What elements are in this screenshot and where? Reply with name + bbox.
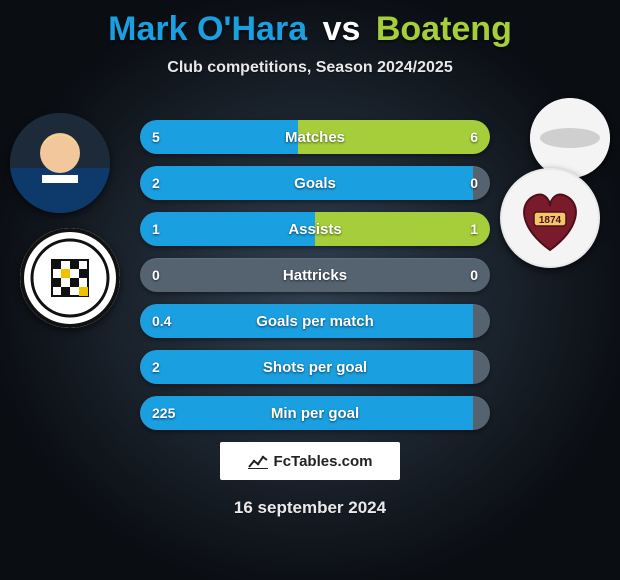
stat-row: Min per goal225 [140, 396, 490, 430]
stat-bar-right [315, 212, 490, 246]
stat-bar-left [140, 304, 473, 338]
stat-value-right: 0 [470, 258, 478, 292]
stat-bar-left [140, 396, 473, 430]
stat-bar-right [298, 120, 491, 154]
stat-bar-left [140, 212, 315, 246]
club-left-crest [20, 228, 120, 328]
stat-row: Goals20 [140, 166, 490, 200]
stat-row: Shots per goal2 [140, 350, 490, 384]
vs-separator: vs [323, 10, 361, 48]
player-right-name: Boateng [376, 10, 512, 48]
club-right-year-text: 1874 [539, 215, 562, 226]
subtitle: Club competitions, Season 2024/2025 [0, 59, 620, 77]
stats-bars: Matches56 Goals20 Assists11 Hattricks0 0 Goal… [140, 120, 490, 442]
fctables-logo-icon [248, 453, 268, 469]
club-right-crest: 1874 [500, 168, 600, 268]
stat-bar-left [140, 166, 473, 200]
stat-row: Hattricks0 0 [140, 258, 490, 292]
comparison-title: Mark O'Hara vs Boateng [0, 0, 620, 49]
generated-date: 16 september 2024 [0, 498, 620, 518]
watermark-text: FcTables.com [274, 453, 373, 470]
stat-row: Assists11 [140, 212, 490, 246]
player-left-name: Mark O'Hara [108, 10, 307, 48]
stat-row: Matches56 [140, 120, 490, 154]
player-right-photo-placeholder [530, 98, 610, 178]
player-left-photo-placeholder [10, 113, 110, 213]
st-mirren-crest-icon [20, 228, 120, 328]
watermark: FcTables.com [220, 442, 400, 480]
stat-value-left: 0 [152, 258, 160, 292]
stat-bar-left [140, 120, 298, 154]
stat-label: Hattricks [140, 258, 490, 292]
stat-bar-left [140, 350, 473, 384]
player-right-avatar [530, 98, 610, 178]
stat-row: Goals per match0.4 [140, 304, 490, 338]
player-left-avatar [10, 113, 110, 213]
hearts-crest-icon: 1874 [500, 168, 600, 268]
